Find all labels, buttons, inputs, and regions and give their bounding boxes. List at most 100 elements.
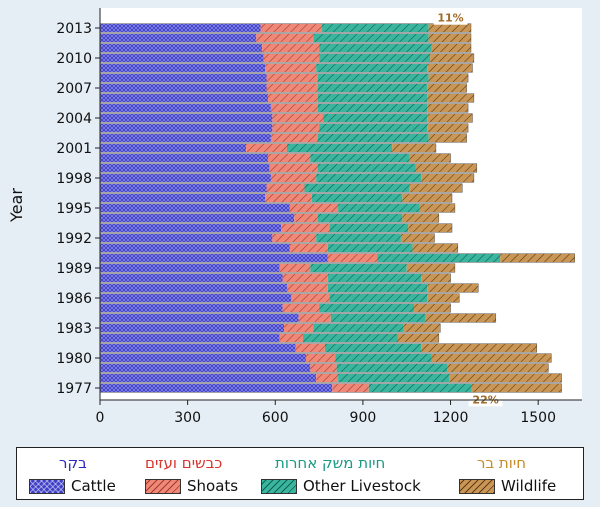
bar-wildlife-1988 xyxy=(421,273,451,283)
x-tick-label-1200: 1200 xyxy=(433,410,469,426)
bar-wildlife-2008 xyxy=(428,73,469,83)
x-tick-label-1500: 1500 xyxy=(520,410,556,426)
bar-other-livestock-2006 xyxy=(317,93,428,103)
bar-wildlife-1981 xyxy=(421,343,537,353)
bar-cattle-1988 xyxy=(100,273,283,283)
bar-wildlife-1979 xyxy=(447,363,549,373)
bar-cattle-1992 xyxy=(100,233,273,243)
bar-other-livestock-1982 xyxy=(303,333,398,343)
bar-other-livestock-1986 xyxy=(329,293,428,303)
bar-cattle-2007 xyxy=(100,83,267,93)
bar-cattle-1980 xyxy=(100,353,306,363)
bar-cattle-2012 xyxy=(100,33,257,43)
bar-other-livestock-1988 xyxy=(327,273,422,283)
bar-other-livestock-2013 xyxy=(322,23,429,33)
bar-cattle-1983 xyxy=(100,323,285,333)
legend: בקר Cattle כבשים ועזים Shoats חיות משק א… xyxy=(16,447,584,500)
bar-wildlife-2013 xyxy=(428,23,471,33)
bar-shoats-1984 xyxy=(298,313,331,323)
bar-wildlife-1994 xyxy=(402,213,439,223)
bar-other-livestock-1977 xyxy=(368,383,471,393)
y-tick-label-1983: 1983 xyxy=(56,321,92,337)
bar-wildlife-2004 xyxy=(427,113,473,123)
bar-other-livestock-1989 xyxy=(310,263,407,273)
bar-other-livestock-1998 xyxy=(316,173,422,183)
y-tick-label-1986: 1986 xyxy=(56,291,92,307)
bar-other-livestock-1991 xyxy=(327,243,413,253)
bar-cattle-1985 xyxy=(100,303,283,313)
bar-cattle-2005 xyxy=(100,103,271,113)
bar-shoats-1991 xyxy=(289,243,328,253)
bar-cattle-1996 xyxy=(100,193,266,203)
bar-other-livestock-2007 xyxy=(317,83,428,93)
bar-other-livestock-1996 xyxy=(311,193,403,203)
bar-cattle-1986 xyxy=(100,293,292,303)
bar-cattle-2001 xyxy=(100,143,247,153)
legend-label-shoats: Shoats xyxy=(187,477,239,495)
bar-cattle-1990 xyxy=(100,253,328,263)
bar-wildlife-1980 xyxy=(431,353,552,363)
legend-hebrew-shoats: כבשים ועזים xyxy=(145,454,223,472)
bar-other-livestock-1979 xyxy=(336,363,448,373)
bar-other-livestock-1999 xyxy=(317,163,416,173)
bar-wildlife-1992 xyxy=(400,233,435,243)
bar-wildlife-1993 xyxy=(408,223,453,233)
legend-swatch-other-livestock xyxy=(261,478,297,494)
bar-cattle-2000 xyxy=(100,153,268,163)
bar-other-livestock-1997 xyxy=(304,183,410,193)
bar-other-livestock-2009 xyxy=(316,63,428,73)
bar-other-livestock-1994 xyxy=(317,213,403,223)
y-tick-label-2013: 2013 xyxy=(56,21,92,37)
bar-cattle-2003 xyxy=(100,123,273,133)
bar-cattle-1978 xyxy=(100,373,317,383)
bar-other-livestock-1990 xyxy=(377,253,501,263)
y-tick-label-2010: 2010 xyxy=(56,51,92,67)
bar-wildlife-1995 xyxy=(419,203,455,213)
y-axis: 1977 1980 1983 1986 1989 1992 1995 1998 2001 2004… xyxy=(56,21,100,397)
bar-shoats-2004 xyxy=(272,113,324,123)
bar-wildlife-1977 xyxy=(470,383,562,393)
bar-shoats-1993 xyxy=(281,223,330,233)
bar-shoats-1987 xyxy=(286,283,328,293)
bar-cattle-2002 xyxy=(100,133,271,143)
bar-wildlife-2010 xyxy=(430,53,474,63)
bar-other-livestock-2005 xyxy=(317,103,428,113)
bar-wildlife-1991 xyxy=(412,243,458,253)
annotation-bg-0 xyxy=(433,11,468,25)
bar-wildlife-2006 xyxy=(427,93,474,103)
bar-cattle-1991 xyxy=(100,243,290,253)
bar-shoats-1981 xyxy=(295,343,325,353)
bar-wildlife-2000 xyxy=(409,153,451,163)
bar-other-livestock-1992 xyxy=(316,233,401,243)
legend-hebrew-cattle: בקר xyxy=(59,454,87,472)
x-axis: 0 300 600 900 1200 1500 xyxy=(96,400,556,426)
bar-other-livestock-2008 xyxy=(317,73,429,83)
bar-cattle-2011 xyxy=(100,43,263,53)
x-tick-label-300: 300 xyxy=(174,410,201,426)
bar-shoats-2002 xyxy=(270,133,318,143)
y-tick-label-1995: 1995 xyxy=(56,201,92,217)
legend-label-other-livestock: Other Livestock xyxy=(303,477,421,495)
bar-cattle-1995 xyxy=(100,203,290,213)
bar-other-livestock-2000 xyxy=(310,153,410,163)
bar-shoats-2006 xyxy=(267,93,318,103)
bar-wildlife-2001 xyxy=(392,143,436,153)
x-tick-label-0: 0 xyxy=(96,410,105,426)
bar-wildlife-1986 xyxy=(427,293,460,303)
bar-shoats-1990 xyxy=(327,253,378,263)
bar-cattle-2013 xyxy=(100,23,261,33)
bar-cattle-1981 xyxy=(100,343,296,353)
bar-other-livestock-2003 xyxy=(319,123,428,133)
bar-other-livestock-1980 xyxy=(335,353,432,363)
bar-wildlife-2002 xyxy=(428,133,467,143)
bar-shoats-1992 xyxy=(272,233,317,243)
bar-cattle-2004 xyxy=(100,113,273,123)
y-tick-label-1998: 1998 xyxy=(56,171,92,187)
legend-hebrew-wildlife: חיות בר xyxy=(477,454,527,472)
bar-shoats-1999 xyxy=(269,163,318,173)
bar-shoats-2000 xyxy=(267,153,311,163)
legend-swatch-shoats xyxy=(145,478,181,494)
bar-shoats-1985 xyxy=(282,303,320,313)
bar-other-livestock-2004 xyxy=(323,113,428,123)
bar-shoats-1994 xyxy=(294,213,318,223)
